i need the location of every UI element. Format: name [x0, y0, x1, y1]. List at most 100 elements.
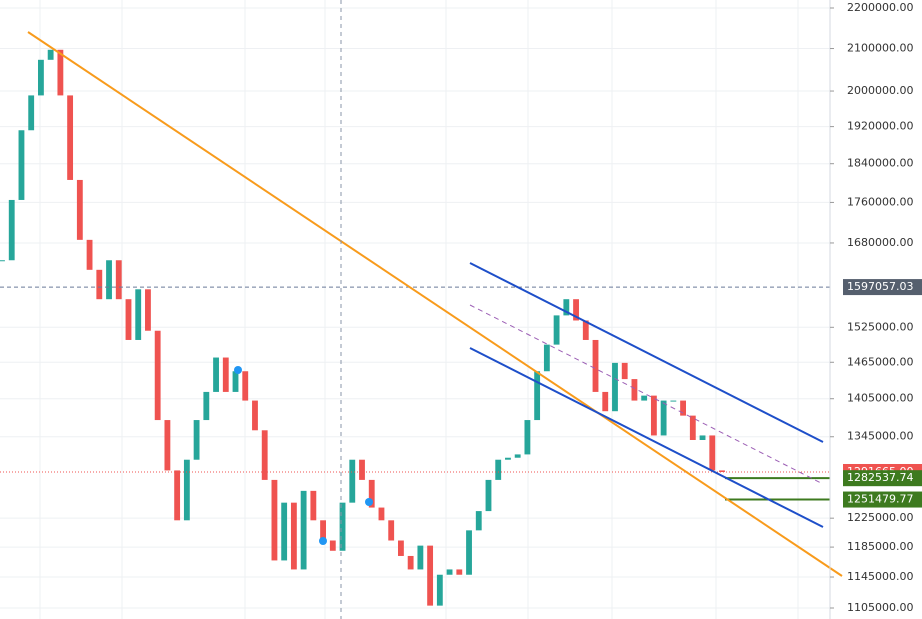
candle [125, 299, 132, 340]
candle [475, 511, 482, 531]
candle [417, 545, 424, 570]
y-tick-label: 1760000.00 [847, 195, 913, 208]
candle [106, 260, 112, 300]
y-tick-label: 1405000.00 [847, 392, 913, 405]
candle [534, 371, 541, 421]
candle [368, 479, 375, 508]
candle [135, 289, 142, 340]
candle [115, 260, 122, 300]
candle [660, 400, 667, 436]
candle [339, 502, 346, 551]
price-label: 1251479.77 [843, 491, 922, 508]
candle [543, 344, 550, 372]
price-label-box [843, 279, 922, 296]
y-tick-label: 1225000.00 [847, 511, 913, 524]
price-label: 1597057.03 [843, 279, 922, 296]
price-label-box [843, 470, 922, 487]
marker-dot [365, 498, 373, 506]
candle [514, 454, 521, 458]
candle [183, 459, 190, 521]
trend-line [27, 31, 843, 577]
y-tick-label: 1920000.00 [847, 120, 913, 133]
candle [446, 569, 453, 575]
candle [631, 379, 638, 401]
candle [359, 459, 365, 480]
candle [582, 320, 589, 340]
candle [349, 459, 356, 503]
candle [456, 569, 463, 575]
y-tick-label: 1185000.00 [847, 540, 913, 553]
price-label-box [843, 491, 922, 508]
candle [154, 330, 161, 421]
candle [650, 395, 657, 436]
candle [76, 179, 83, 240]
y-tick-label: 2000000.00 [847, 84, 913, 97]
candle [466, 530, 472, 575]
y-tick-label: 1105000.00 [847, 601, 913, 614]
channel-mid [469, 304, 824, 485]
channel-lower [469, 347, 824, 528]
candle [242, 371, 249, 401]
candle [290, 502, 297, 570]
candle [563, 299, 570, 316]
y-tick-label: 1465000.00 [847, 355, 913, 368]
candle [485, 479, 492, 512]
y-tick-label: 1680000.00 [847, 236, 913, 249]
candle [222, 357, 229, 392]
candle [602, 391, 609, 412]
candle [320, 520, 326, 541]
candle [719, 470, 725, 472]
y-tick-label: 1345000.00 [847, 430, 913, 443]
candle [164, 420, 171, 471]
candle [573, 299, 579, 321]
candle [427, 545, 434, 606]
candle [388, 520, 395, 541]
candle [203, 391, 210, 421]
candle [680, 400, 686, 416]
candle [524, 420, 531, 455]
candle [699, 435, 706, 440]
candle [612, 362, 618, 412]
candle [436, 574, 443, 606]
candle [193, 420, 200, 460]
candle [213, 357, 219, 392]
price-label-text: 1251479.77 [847, 493, 913, 506]
price-axis: 2200000.00 2100000.00 2000000.00 1920000.00… [830, 1, 913, 614]
candle [57, 49, 64, 96]
marker-dot [319, 537, 327, 545]
candle [261, 430, 268, 480]
candle [174, 470, 181, 521]
candle [670, 400, 677, 402]
y-tick-label: 1525000.00 [847, 320, 913, 333]
candle [67, 95, 74, 180]
candle [495, 459, 502, 480]
price-label-text: 1282537.74 [847, 471, 913, 484]
candle [553, 315, 560, 345]
candle [709, 435, 716, 471]
candle [300, 490, 307, 570]
y-tick-label: 2100000.00 [847, 42, 913, 55]
candle [252, 400, 258, 431]
candle [398, 540, 404, 556]
candle [378, 507, 385, 521]
candle [8, 199, 15, 261]
channel-upper [469, 262, 824, 443]
y-tick-label: 1840000.00 [847, 157, 913, 170]
price-label-text: 1597057.03 [847, 280, 913, 293]
candle [592, 339, 599, 392]
y-tick-label: 2200000.00 [847, 1, 913, 14]
candle [505, 457, 511, 460]
candle [689, 415, 696, 440]
y-tick-label: 1145000.00 [847, 570, 913, 583]
candle [641, 395, 648, 401]
candle [281, 502, 288, 561]
candle [47, 49, 54, 60]
candle [232, 371, 239, 392]
candle [329, 540, 336, 551]
candle [271, 479, 278, 561]
price-label: 1282537.74 [843, 470, 922, 487]
candle [86, 239, 93, 270]
marker-dot [234, 366, 242, 374]
